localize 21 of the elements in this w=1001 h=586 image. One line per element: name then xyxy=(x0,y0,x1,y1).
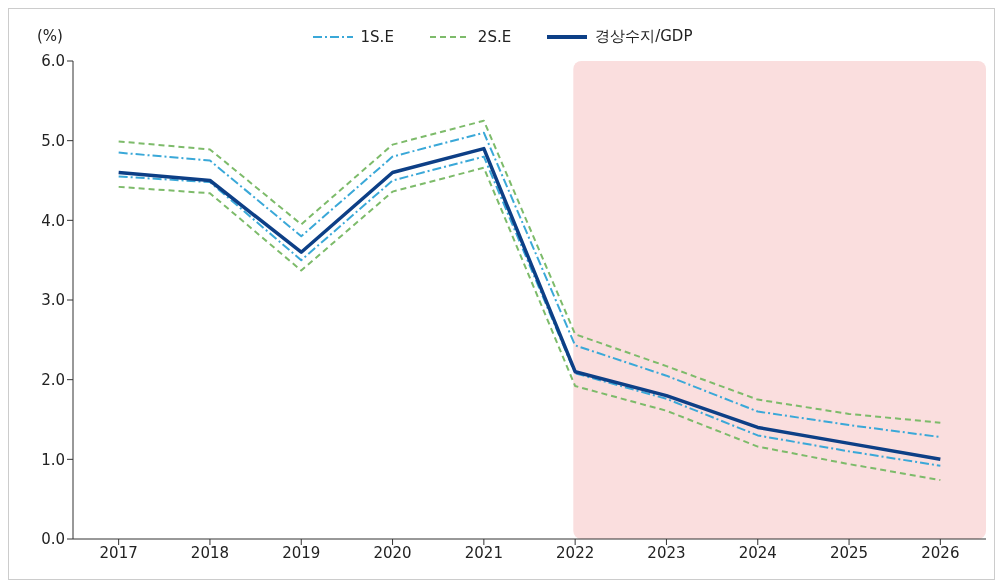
y-tick-label: 6.0 xyxy=(41,52,65,71)
x-tick-label: 2026 xyxy=(921,543,960,562)
x-tick-label: 2020 xyxy=(373,543,412,562)
y-tick-label: 2.0 xyxy=(41,370,65,389)
x-tick-label: 2018 xyxy=(190,543,230,562)
legend-label: 2S.E xyxy=(477,27,512,46)
x-tick-label: 2021 xyxy=(464,543,503,562)
x-tick-label: 2024 xyxy=(738,543,777,562)
legend-label: 1S.E xyxy=(360,27,394,46)
y-tick-label: 0.0 xyxy=(41,530,65,549)
y-tick-label: 5.0 xyxy=(41,131,65,150)
legend-label: 경상수지/GDP xyxy=(595,27,693,46)
y-axis-title: (%) xyxy=(37,27,63,45)
x-tick-label: 2022 xyxy=(556,543,595,562)
y-tick-label: 4.0 xyxy=(41,211,65,230)
y-tick-label: 3.0 xyxy=(41,291,65,310)
x-tick-label: 2017 xyxy=(99,543,138,562)
y-tick-label: 1.0 xyxy=(41,450,65,469)
x-tick-label: 2019 xyxy=(282,543,321,562)
x-tick-label: 2025 xyxy=(829,543,869,562)
x-tick-label: 2023 xyxy=(647,543,686,562)
